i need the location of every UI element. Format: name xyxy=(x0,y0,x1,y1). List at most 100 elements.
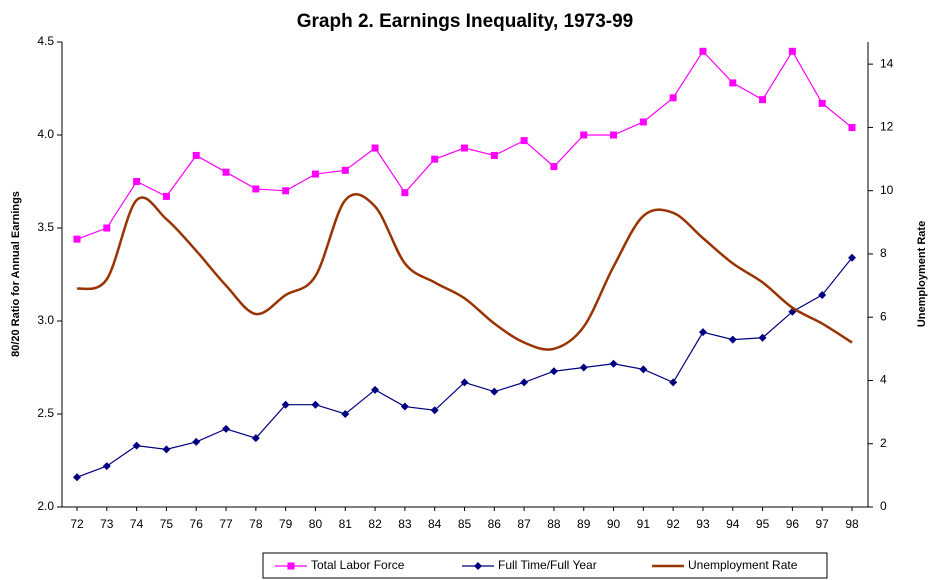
marker xyxy=(639,118,647,126)
marker xyxy=(788,47,796,55)
legend-label: Full Time/Full Year xyxy=(498,558,597,572)
marker xyxy=(103,224,111,232)
marker xyxy=(669,94,677,102)
marker xyxy=(133,178,141,185)
marker xyxy=(550,163,558,171)
y2-tick-label: 12 xyxy=(880,120,894,134)
marker xyxy=(251,434,260,443)
marker xyxy=(282,187,290,195)
marker xyxy=(609,359,618,368)
x-tick-label: 88 xyxy=(547,517,561,531)
x-tick-label: 73 xyxy=(100,517,114,531)
y-axis-label: 80/20 Ratio for Annual Earnings xyxy=(10,191,22,357)
marker xyxy=(758,333,767,342)
marker xyxy=(848,124,856,132)
marker xyxy=(818,99,826,107)
y-tick-label: 2.0 xyxy=(37,499,54,513)
x-tick-label: 90 xyxy=(607,517,621,531)
series-line xyxy=(76,193,853,351)
marker xyxy=(520,378,529,387)
y2-tick-label: 4 xyxy=(880,373,887,387)
marker xyxy=(252,185,260,193)
marker xyxy=(281,400,290,409)
chart-title: Graph 2. Earnings Inequality, 1973-99 xyxy=(297,11,634,32)
y-tick-label: 3.0 xyxy=(37,313,54,327)
marker xyxy=(759,96,767,104)
y2-tick-label: 14 xyxy=(880,56,894,70)
marker xyxy=(341,410,350,418)
x-tick-label: 78 xyxy=(249,517,263,531)
y2-tick-label: 8 xyxy=(880,246,887,260)
x-tick-label: 72 xyxy=(70,517,84,531)
marker xyxy=(430,406,439,415)
x-tick-label: 75 xyxy=(160,517,174,531)
marker xyxy=(73,235,81,243)
x-tick-label: 79 xyxy=(279,517,293,531)
marker xyxy=(610,131,618,139)
marker xyxy=(580,131,588,139)
legend-label: Unemployment Rate xyxy=(688,558,798,572)
x-tick-label: 94 xyxy=(726,517,740,531)
marker xyxy=(520,137,528,145)
series-line xyxy=(76,257,853,478)
marker xyxy=(222,424,231,433)
marker xyxy=(431,155,439,163)
x-tick-label: 93 xyxy=(696,517,710,531)
marker xyxy=(102,462,111,471)
marker xyxy=(222,168,230,176)
x-tick-label: 96 xyxy=(786,517,800,531)
marker xyxy=(192,437,201,446)
x-tick-label: 95 xyxy=(756,517,770,531)
x-tick-label: 74 xyxy=(130,517,144,531)
marker xyxy=(490,151,498,159)
x-tick-label: 80 xyxy=(309,517,323,531)
x-tick-label: 84 xyxy=(428,517,442,531)
marker xyxy=(341,166,349,174)
marker xyxy=(192,151,200,159)
x-tick-label: 86 xyxy=(488,517,502,531)
marker xyxy=(162,445,171,454)
marker xyxy=(311,400,320,409)
x-tick-label: 77 xyxy=(219,517,233,531)
marker xyxy=(460,378,469,387)
x-tick-label: 83 xyxy=(398,517,412,531)
y2-axis-label: Unemployment Rate xyxy=(916,221,928,327)
marker xyxy=(162,192,170,200)
x-tick-label: 92 xyxy=(666,517,680,531)
marker xyxy=(639,365,648,374)
marker xyxy=(818,290,827,299)
marker xyxy=(132,441,141,450)
marker xyxy=(699,47,707,55)
marker xyxy=(729,79,737,87)
marker xyxy=(698,328,707,337)
marker xyxy=(461,144,468,152)
marker xyxy=(73,473,81,482)
x-tick-label: 76 xyxy=(190,517,204,531)
y2-tick-label: 0 xyxy=(880,499,887,513)
x-tick-label: 91 xyxy=(637,517,651,531)
legend-box xyxy=(262,552,828,579)
marker xyxy=(549,367,558,376)
x-tick-label: 87 xyxy=(517,517,531,531)
x-tick-label: 89 xyxy=(577,517,591,531)
y2-tick-label: 10 xyxy=(880,183,894,197)
marker xyxy=(311,170,319,178)
y-tick-label: 2.5 xyxy=(37,406,54,420)
marker xyxy=(371,144,379,152)
x-tick-label: 98 xyxy=(845,517,859,531)
y2-tick-label: 2 xyxy=(880,436,887,450)
x-tick-label: 82 xyxy=(368,517,382,531)
legend-marker xyxy=(287,562,295,570)
marker xyxy=(490,387,499,396)
y-tick-label: 3.5 xyxy=(37,220,54,234)
marker xyxy=(848,253,856,262)
marker xyxy=(579,363,588,372)
marker xyxy=(400,402,409,411)
y-tick-label: 4.0 xyxy=(37,127,54,141)
x-tick-label: 85 xyxy=(458,517,472,531)
marker xyxy=(371,385,380,394)
marker xyxy=(669,378,678,387)
legend-label: Total Labor Force xyxy=(311,558,405,572)
legend-marker xyxy=(474,562,482,570)
